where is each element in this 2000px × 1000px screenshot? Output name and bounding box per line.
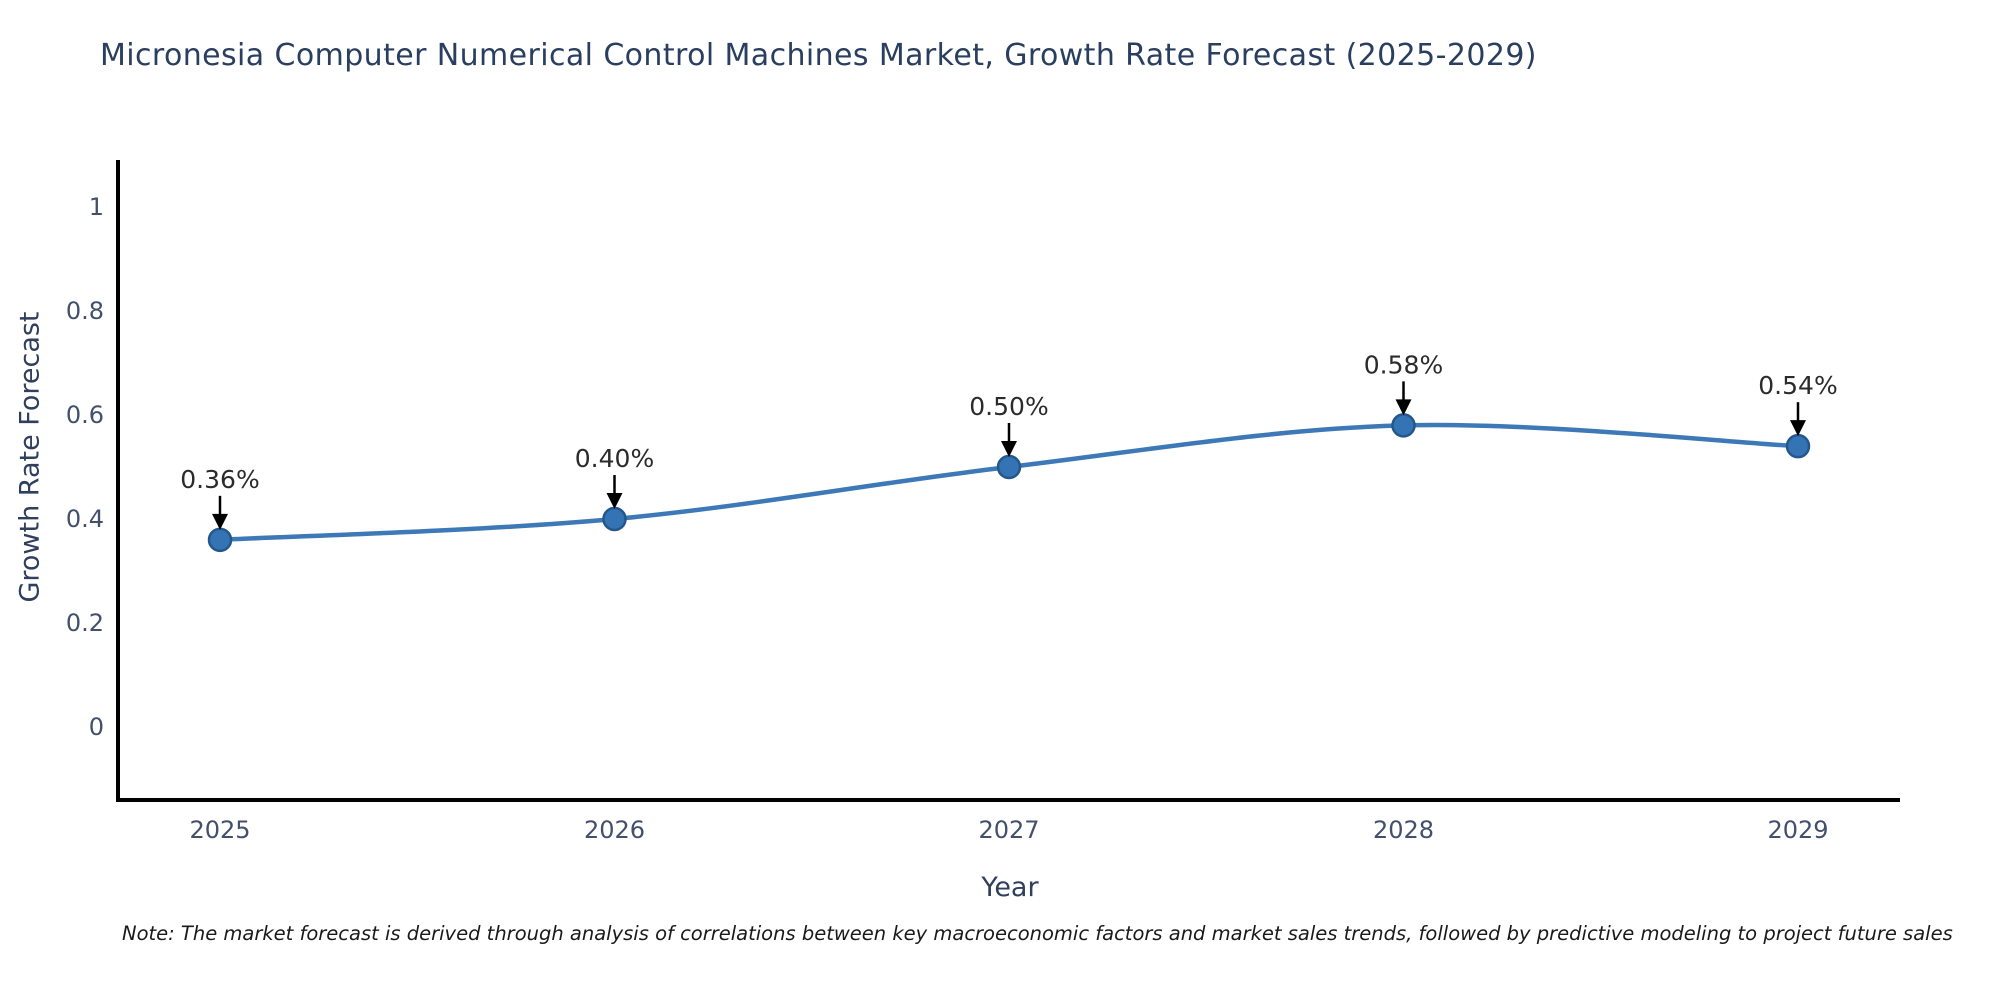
data-point-marker [602,506,627,532]
y-tick-label: 0.4 [66,505,104,533]
data-point-marker [996,454,1022,480]
axis-spines [116,160,1900,802]
data-point-marker [207,527,233,553]
annotation-arrow-head [212,513,228,530]
x-tick-label: 2029 [1767,816,1828,844]
footnote: Note: The market forecast is derived thr… [122,922,1953,945]
x-tick-label: 2026 [584,816,645,844]
annotation-arrow-head [1395,399,1412,416]
annotation-arrow-head [1001,440,1017,457]
y-tick-label: 0.2 [66,609,104,637]
x-tick-label: 2028 [1373,816,1434,844]
y-tick-label: 0.6 [66,401,104,429]
chart-title: Micronesia Computer Numerical Control Ma… [100,38,1537,73]
data-point-marker [1785,433,1811,459]
annotation-arrow-head [1790,420,1806,437]
point-annotation-label: 0.50% [969,392,1048,421]
x-axis-title: Year [981,872,1039,903]
y-tick-label: 0.8 [66,297,104,325]
point-annotation-label: 0.58% [1364,350,1443,379]
point-annotation-label: 0.36% [180,465,259,494]
x-tick-label: 2027 [978,816,1039,844]
point-annotation-label: 0.40% [575,444,654,473]
point-annotation-label: 0.54% [1758,371,1837,400]
data-point-marker [1391,413,1416,438]
y-tick-label: 0 [89,713,104,741]
y-tick-label: 1 [89,193,104,221]
x-tick-label: 2025 [189,816,250,844]
annotation-arrow-head [606,493,623,510]
